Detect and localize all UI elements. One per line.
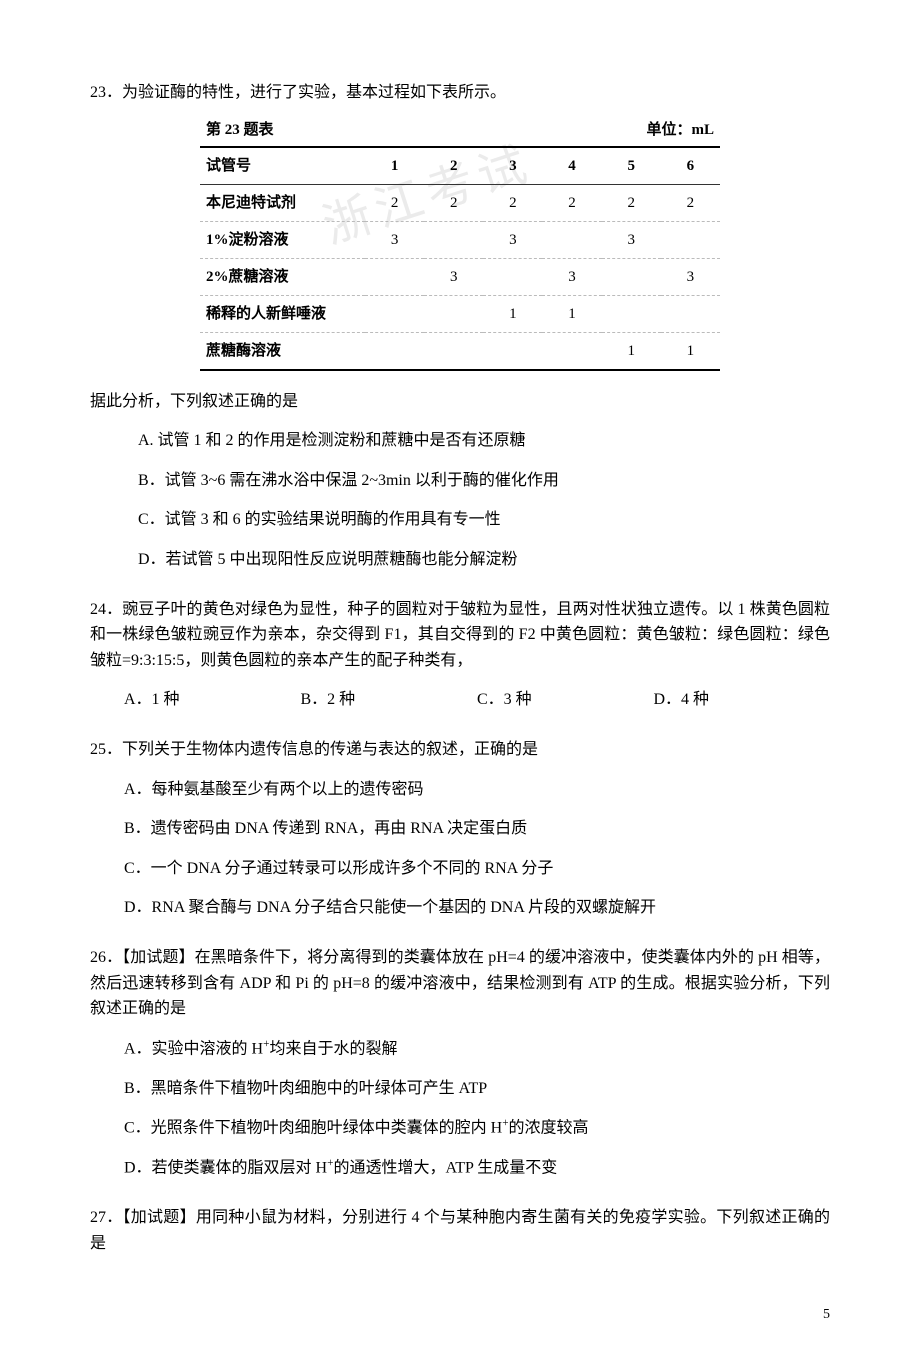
q23-table: 试管号 1 2 3 4 5 6 本尼迪特试剂 2 2 2 2 2 2 — [200, 146, 720, 371]
cell — [483, 332, 542, 370]
q23-option-c: C．试管 3 和 6 的实验结果说明酶的作用具有专一性 — [138, 507, 830, 533]
cell: 3 — [602, 221, 661, 258]
q23-option-b: B．试管 3~6 需在沸水浴中保温 2~3min 以利于酶的催化作用 — [138, 468, 830, 494]
cell: 2 — [424, 184, 483, 221]
q26-stem: 26．【加试题】在黑暗条件下，将分离得到的类囊体放在 pH=4 的缓冲溶液中，使… — [90, 945, 830, 1022]
q24-number: 24． — [90, 601, 122, 618]
q23-table-holder: 浙江考试 第 23 题表 单位：mL 试管号 1 2 3 4 5 6 本尼迪特试… — [200, 118, 720, 371]
q23-number: 23． — [90, 84, 122, 101]
row-label: 1%淀粉溶液 — [200, 221, 365, 258]
q25-options: A．每种氨基酸至少有两个以上的遗传密码 B．遗传密码由 DNA 传递到 RNA，… — [90, 777, 830, 921]
q25-option-b: B．遗传密码由 DNA 传递到 RNA，再由 RNA 决定蛋白质 — [124, 816, 830, 842]
table-row: 2%蔗糖溶液 3 3 3 — [200, 258, 720, 295]
q26-option-b: B．黑暗条件下植物叶肉细胞中的叶绿体可产生 ATP — [124, 1076, 830, 1102]
cell: 2 — [365, 184, 424, 221]
q26-number: 26． — [90, 949, 122, 966]
q23-table-head-row: 试管号 1 2 3 4 5 6 — [200, 147, 720, 185]
q24-option-a: A．1 种 — [124, 687, 301, 713]
q23-followup: 据此分析，下列叙述正确的是 — [90, 389, 830, 415]
q24-stem-text: 豌豆子叶的黄色对绿色为显性，种子的圆粒对于皱粒为显性，且两对性状独立遗传。以 1… — [90, 601, 830, 669]
cell — [661, 295, 720, 332]
cell — [424, 295, 483, 332]
q23-col-5: 5 — [602, 147, 661, 185]
q25-option-d: D．RNA 聚合酶与 DNA 分子结合只能使一个基因的 DNA 片段的双螺旋解开 — [124, 895, 830, 921]
q26-option-a: A．实验中溶液的 H+均来自于水的裂解 — [124, 1036, 830, 1062]
cell: 3 — [424, 258, 483, 295]
q23-col-6: 6 — [661, 147, 720, 185]
table-row: 1%淀粉溶液 3 3 3 — [200, 221, 720, 258]
q26-d-pre: D．若使类囊体的脂双层对 H — [124, 1159, 327, 1176]
q27-stem-text: 【加试题】用同种小鼠为材料，分别进行 4 个与某种胞内寄生菌有关的免疫学实验。下… — [90, 1209, 830, 1252]
cell — [602, 295, 661, 332]
cell: 3 — [661, 258, 720, 295]
q23-option-d: D．若试管 5 中出现阳性反应说明蔗糖酶也能分解淀粉 — [138, 547, 830, 573]
row-label: 蔗糖酶溶液 — [200, 332, 365, 370]
cell: 2 — [661, 184, 720, 221]
q25-stem: 25．下列关于生物体内遗传信息的传递与表达的叙述，正确的是 — [90, 737, 830, 763]
page-number: 5 — [823, 1304, 830, 1326]
page: 23．为验证酶的特性，进行了实验，基本过程如下表所示。 浙江考试 第 23 题表… — [0, 0, 920, 1356]
q25-number: 25． — [90, 741, 122, 758]
cell: 1 — [542, 295, 601, 332]
cell — [424, 221, 483, 258]
cell: 2 — [542, 184, 601, 221]
row-label: 稀释的人新鲜唾液 — [200, 295, 365, 332]
cell: 3 — [365, 221, 424, 258]
cell: 1 — [602, 332, 661, 370]
table-row: 蔗糖酶溶液 1 1 — [200, 332, 720, 370]
q23-table-head-label: 试管号 — [200, 147, 365, 185]
q25-stem-text: 下列关于生物体内遗传信息的传递与表达的叙述，正确的是 — [122, 741, 538, 758]
q23-table-title: 第 23 题表 — [206, 118, 274, 142]
q25-option-a: A．每种氨基酸至少有两个以上的遗传密码 — [124, 777, 830, 803]
q23-col-2: 2 — [424, 147, 483, 185]
cell — [661, 221, 720, 258]
q26-c-post: 的浓度较高 — [509, 1120, 589, 1137]
q26-a-pre: A．实验中溶液的 H — [124, 1040, 263, 1057]
q23-table-body: 本尼迪特试剂 2 2 2 2 2 2 1%淀粉溶液 3 3 3 — [200, 184, 720, 370]
row-label: 2%蔗糖溶液 — [200, 258, 365, 295]
row-label: 本尼迪特试剂 — [200, 184, 365, 221]
q26-option-d: D．若使类囊体的脂双层对 H+的通透性增大，ATP 生成量不变 — [124, 1155, 830, 1181]
q23-col-3: 3 — [483, 147, 542, 185]
cell — [365, 332, 424, 370]
cell: 1 — [483, 295, 542, 332]
q26-option-c: C．光照条件下植物叶肉细胞叶绿体中类囊体的腔内 H+的浓度较高 — [124, 1115, 830, 1141]
q25-option-c: C．一个 DNA 分子通过转录可以形成许多个不同的 RNA 分子 — [124, 856, 830, 882]
cell — [542, 221, 601, 258]
q24-option-c: C．3 种 — [477, 687, 654, 713]
q23-table-unit: 单位：mL — [646, 118, 714, 142]
q23-option-a: A. 试管 1 和 2 的作用是检测淀粉和蔗糖中是否有还原糖 — [138, 428, 830, 454]
q23-options: A. 试管 1 和 2 的作用是检测淀粉和蔗糖中是否有还原糖 B．试管 3~6 … — [90, 428, 830, 572]
cell: 3 — [483, 221, 542, 258]
q24-option-d: D．4 种 — [654, 687, 831, 713]
cell: 2 — [483, 184, 542, 221]
q23-stem-text: 为验证酶的特性，进行了实验，基本过程如下表所示。 — [122, 84, 506, 101]
cell — [542, 332, 601, 370]
q26-a-post: 均来自于水的裂解 — [269, 1040, 397, 1057]
table-row: 稀释的人新鲜唾液 1 1 — [200, 295, 720, 332]
cell — [424, 332, 483, 370]
q26-stem-text: 【加试题】在黑暗条件下，将分离得到的类囊体放在 pH=4 的缓冲溶液中，使类囊体… — [90, 949, 830, 1017]
q27-number: 27． — [90, 1209, 123, 1226]
cell — [602, 258, 661, 295]
q23-table-caption-row: 第 23 题表 单位：mL — [200, 118, 720, 146]
q23-col-4: 4 — [542, 147, 601, 185]
cell: 3 — [542, 258, 601, 295]
q26-options: A．实验中溶液的 H+均来自于水的裂解 B．黑暗条件下植物叶肉细胞中的叶绿体可产… — [90, 1036, 830, 1181]
q23-col-1: 1 — [365, 147, 424, 185]
q27-stem: 27．【加试题】用同种小鼠为材料，分别进行 4 个与某种胞内寄生菌有关的免疫学实… — [90, 1205, 830, 1256]
cell — [365, 258, 424, 295]
table-row: 本尼迪特试剂 2 2 2 2 2 2 — [200, 184, 720, 221]
cell — [483, 258, 542, 295]
q24-option-b: B．2 种 — [301, 687, 478, 713]
cell — [365, 295, 424, 332]
q23-stem: 23．为验证酶的特性，进行了实验，基本过程如下表所示。 — [90, 80, 830, 106]
cell: 2 — [602, 184, 661, 221]
q24-stem: 24．豌豆子叶的黄色对绿色为显性，种子的圆粒对于皱粒为显性，且两对性状独立遗传。… — [90, 597, 830, 674]
q26-d-post: 的通透性增大，ATP 生成量不变 — [333, 1159, 557, 1176]
cell: 1 — [661, 332, 720, 370]
q26-c-pre: C．光照条件下植物叶肉细胞叶绿体中类囊体的腔内 H — [124, 1120, 502, 1137]
q24-options: A．1 种 B．2 种 C．3 种 D．4 种 — [90, 687, 830, 713]
